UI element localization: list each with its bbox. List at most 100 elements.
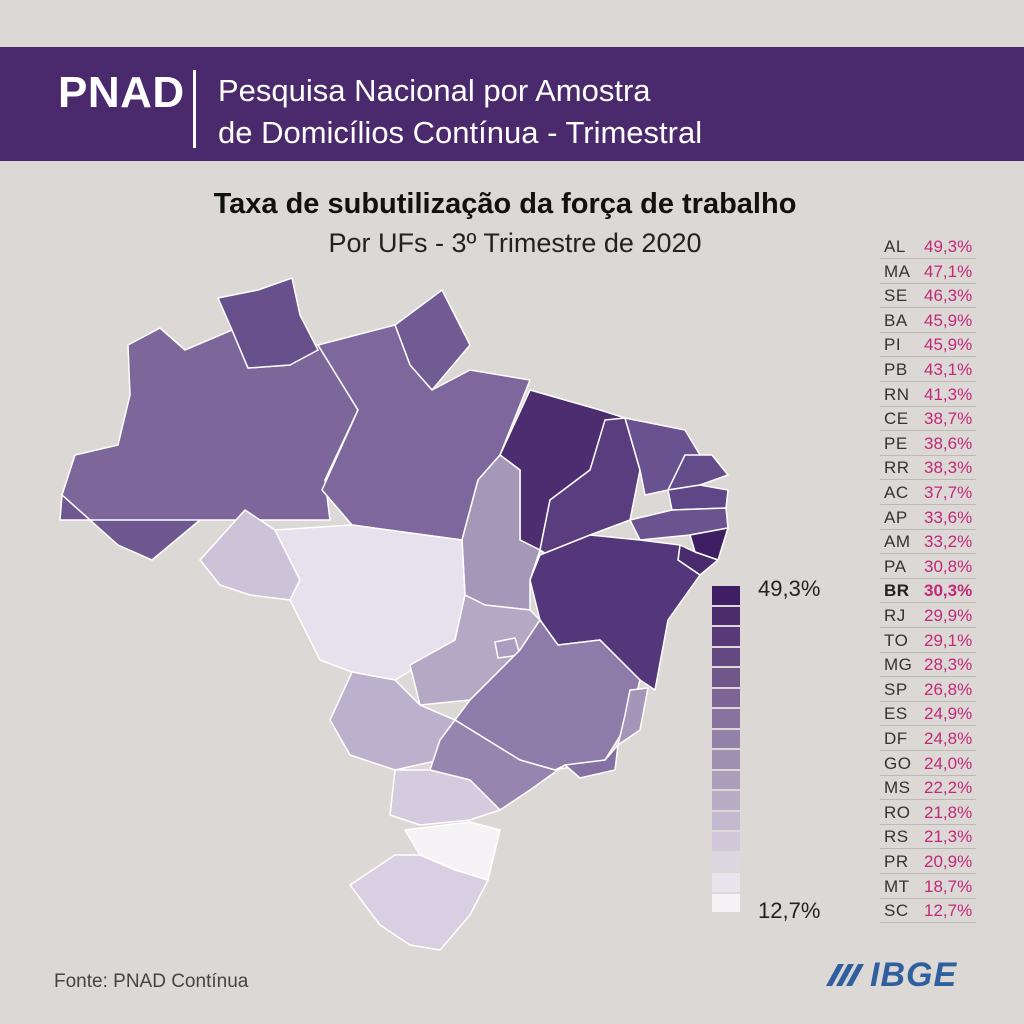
ranking-uf: PI xyxy=(884,335,902,355)
legend-segment xyxy=(712,873,740,892)
ranking-uf: RR xyxy=(884,458,910,478)
ranking-row: DF 24,8% xyxy=(880,726,976,751)
header-line-1: Pesquisa Nacional por Amostra xyxy=(218,73,651,108)
ranking-row: MT 18,7% xyxy=(880,874,976,899)
state-ac[interactable] xyxy=(59,494,201,561)
ranking-uf: AC xyxy=(884,483,909,502)
ranking-value: 24,0% xyxy=(924,753,973,773)
ranking-value: 33,2% xyxy=(924,532,973,552)
ranking-row: MS 22,2% xyxy=(880,775,976,801)
ranking-uf: PE xyxy=(884,433,908,453)
ranking-row: BR 30,3% xyxy=(880,578,976,604)
ranking-value: 30,3% xyxy=(924,581,973,601)
source-note: Fonte: PNAD Contínua xyxy=(54,971,249,992)
ranking-uf: RO xyxy=(884,802,911,822)
legend-segment xyxy=(712,832,740,851)
ranking-uf: RS xyxy=(884,827,909,847)
ranking-uf: GO xyxy=(884,753,912,773)
legend-segment xyxy=(712,606,740,625)
ranking-value: 45,9% xyxy=(924,310,973,330)
ranking-uf: MT xyxy=(884,876,910,896)
legend-segment xyxy=(712,750,740,769)
header-banner xyxy=(0,47,1024,161)
ranking-value: 49,3% xyxy=(924,237,973,256)
ranking-value: 38,3% xyxy=(924,458,973,478)
legend-segment xyxy=(712,893,740,912)
ranking-value: 33,6% xyxy=(924,507,973,527)
ranking-uf: PA xyxy=(884,556,907,576)
ranking-value: 46,3% xyxy=(924,286,973,306)
ranking-uf: ES xyxy=(884,704,908,724)
legend-segment xyxy=(712,791,740,810)
legend-segment xyxy=(712,811,740,830)
legend-segment xyxy=(712,586,740,605)
ranking-value: 38,7% xyxy=(924,409,973,429)
ranking-value: 26,8% xyxy=(924,679,973,699)
ranking-row: AP 33,6% xyxy=(880,505,976,530)
map-title: Taxa de subutilização da força de trabal… xyxy=(213,188,797,220)
ranking-value: 20,9% xyxy=(924,852,973,871)
ranking-uf: RJ xyxy=(884,606,906,625)
ranking-value: 37,7% xyxy=(924,483,973,502)
ranking-row: SC 12,7% xyxy=(880,898,976,924)
ranking-row: BA 45,9% xyxy=(880,308,976,333)
ranking-uf: SP xyxy=(884,679,908,699)
ranking-uf: CE xyxy=(884,409,909,429)
ranking-value: 18,7% xyxy=(924,876,973,896)
state-es[interactable] xyxy=(617,687,649,746)
ranking-uf: AL xyxy=(884,237,906,256)
ranking-value: 28,3% xyxy=(924,655,973,675)
legend-segment xyxy=(712,627,740,646)
ranking-row: AC 37,7% xyxy=(880,480,976,505)
state-pr[interactable] xyxy=(389,769,501,826)
ranking-row: PE 38,6% xyxy=(880,431,976,456)
ranking-uf: SE xyxy=(884,286,908,306)
ranking-value: 21,3% xyxy=(924,827,973,847)
state-rj[interactable] xyxy=(564,744,619,779)
ranking-uf: DF xyxy=(884,729,908,748)
pnad-logo: PNAD xyxy=(58,68,185,117)
ranking-row: RS 21,3% xyxy=(880,824,976,850)
state-ro[interactable] xyxy=(199,509,301,601)
legend-segment xyxy=(712,770,740,789)
state-rn[interactable] xyxy=(667,454,729,491)
ranking-row: AM 33,2% xyxy=(880,529,976,555)
ranking-uf: AP xyxy=(884,507,908,527)
ranking-value: 45,9% xyxy=(924,335,973,355)
ranking-value: 21,8% xyxy=(924,802,973,822)
ranking-row: CE 38,7% xyxy=(880,406,976,432)
ranking-row: GO 24,0% xyxy=(880,751,976,776)
ranking-uf: BA xyxy=(884,310,908,330)
ranking-uf: PB xyxy=(884,360,908,379)
ranking-uf: MG xyxy=(884,655,913,675)
ranking-value: 38,6% xyxy=(924,433,973,453)
legend-segment xyxy=(712,852,740,871)
legend-segment xyxy=(712,688,740,707)
legend-segment xyxy=(712,709,740,728)
legend-segment xyxy=(712,647,740,666)
ranking-value: 24,9% xyxy=(924,704,973,724)
state-rr[interactable] xyxy=(217,277,319,369)
map-subtitle: Por UFs - 3º Trimestre de 2020 xyxy=(328,228,702,258)
state-rs[interactable] xyxy=(349,854,489,951)
color-scale-legend xyxy=(712,586,740,914)
state-pb[interactable] xyxy=(667,484,729,511)
ranking-row: PR 20,9% xyxy=(880,849,976,874)
ranking-row: PB 43,1% xyxy=(880,357,976,382)
ranking-uf: MS xyxy=(884,778,911,798)
ranking-uf: MA xyxy=(884,261,911,281)
ranking-row: SE 46,3% xyxy=(880,283,976,309)
state-mt[interactable] xyxy=(274,524,466,681)
ranking-value: 43,1% xyxy=(924,360,973,379)
state-am[interactable] xyxy=(61,327,359,561)
ranking-uf: SC xyxy=(884,901,909,921)
ranking-row: AL 49,3% xyxy=(880,234,976,259)
legend-segment xyxy=(712,729,740,748)
ibge-brand: IBGE xyxy=(870,956,958,994)
ranking-row: RN 41,3% xyxy=(880,382,976,407)
ranking-uf: BR xyxy=(884,581,910,601)
ranking-row: MG 28,3% xyxy=(880,652,976,678)
legend-max-label: 49,3% xyxy=(758,576,821,601)
ranking-row: PI 45,9% xyxy=(880,332,976,358)
